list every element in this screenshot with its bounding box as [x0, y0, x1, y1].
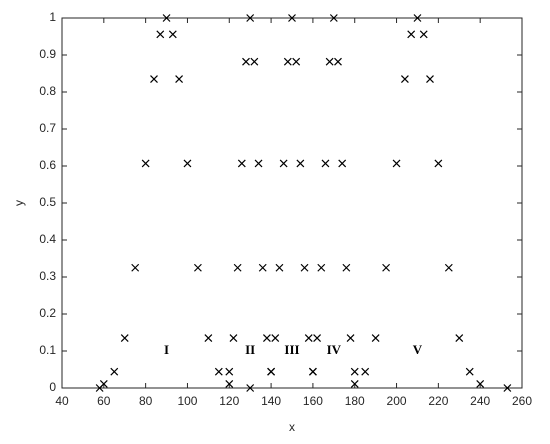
point: [407, 30, 416, 39]
y-tick-label: 0.7: [39, 121, 56, 135]
y-tick-label: 1: [49, 10, 56, 24]
point: [292, 57, 301, 66]
point: [233, 263, 242, 272]
point: [334, 57, 342, 66]
annotation: I: [164, 342, 169, 357]
point: [237, 159, 246, 168]
point: [267, 367, 276, 376]
point: [346, 334, 355, 342]
point: [419, 30, 428, 39]
point: [371, 334, 380, 342]
point: [476, 380, 485, 388]
point: [141, 159, 150, 168]
point: [308, 367, 317, 376]
x-tick-label: 160: [303, 394, 323, 408]
y-tick-label: 0.6: [39, 158, 56, 172]
point: [288, 14, 296, 22]
point: [279, 159, 288, 168]
x-tick-label: 120: [219, 394, 239, 408]
point: [246, 14, 255, 22]
point: [503, 384, 512, 392]
point: [321, 159, 330, 168]
point: [426, 75, 434, 83]
point: [455, 334, 464, 342]
point: [110, 367, 119, 376]
point: [229, 334, 238, 342]
point: [317, 263, 326, 272]
point: [262, 334, 271, 342]
point: [313, 334, 322, 342]
x-tick-label: 200: [387, 394, 407, 408]
point: [283, 57, 292, 66]
point: [150, 75, 158, 83]
point: [131, 263, 140, 272]
point: [225, 380, 234, 388]
point: [300, 263, 309, 272]
point: [204, 334, 213, 342]
point: [338, 159, 347, 168]
y-tick-label: 0.2: [39, 306, 56, 320]
point: [392, 159, 401, 168]
point: [296, 159, 305, 168]
point: [325, 57, 334, 66]
point: [120, 334, 129, 342]
point: [175, 75, 184, 83]
point: [183, 159, 192, 168]
point: [168, 30, 177, 39]
point: [465, 367, 474, 376]
x-tick-label: 260: [512, 394, 532, 408]
point: [434, 159, 443, 168]
point: [162, 14, 171, 22]
point: [156, 30, 165, 39]
x-tick-label: 240: [470, 394, 490, 408]
annotation: IV: [327, 342, 342, 357]
x-axis-label: x: [289, 420, 295, 434]
y-tick-label: 0.9: [39, 47, 56, 61]
x-tick-label: 220: [428, 394, 448, 408]
point: [242, 57, 250, 66]
annotation: II: [245, 342, 255, 357]
x-tick-label: 100: [177, 394, 197, 408]
y-tick-label: 0.1: [39, 343, 56, 357]
annotation: III: [284, 342, 299, 357]
x-tick-label: 180: [345, 394, 365, 408]
y-tick-label: 0.8: [39, 84, 56, 98]
point: [193, 263, 202, 272]
point: [350, 380, 359, 388]
point: [258, 263, 267, 272]
point: [254, 159, 263, 168]
x-tick-label: 40: [55, 394, 69, 408]
point: [342, 263, 351, 272]
point: [250, 57, 259, 66]
point: [350, 367, 359, 376]
point: [329, 14, 338, 22]
y-tick-label: 0: [49, 380, 56, 394]
point: [400, 75, 409, 83]
point: [382, 263, 391, 272]
y-axis-label: y: [12, 200, 26, 206]
point: [214, 367, 223, 376]
annotation: V: [413, 342, 423, 357]
y-tick-label: 0.5: [39, 195, 56, 209]
point: [271, 334, 280, 342]
y-tick-label: 0.4: [39, 232, 56, 246]
point: [225, 367, 234, 376]
plot-area: [61, 17, 523, 389]
point: [304, 334, 313, 342]
point: [275, 263, 284, 272]
x-tick-label: 80: [139, 394, 153, 408]
point: [413, 14, 422, 22]
point: [95, 384, 104, 392]
point: [246, 384, 255, 392]
x-tick-label: 140: [261, 394, 281, 408]
y-tick-label: 0.3: [39, 269, 56, 283]
point: [444, 263, 453, 272]
point: [361, 367, 370, 376]
x-tick-label: 60: [97, 394, 111, 408]
